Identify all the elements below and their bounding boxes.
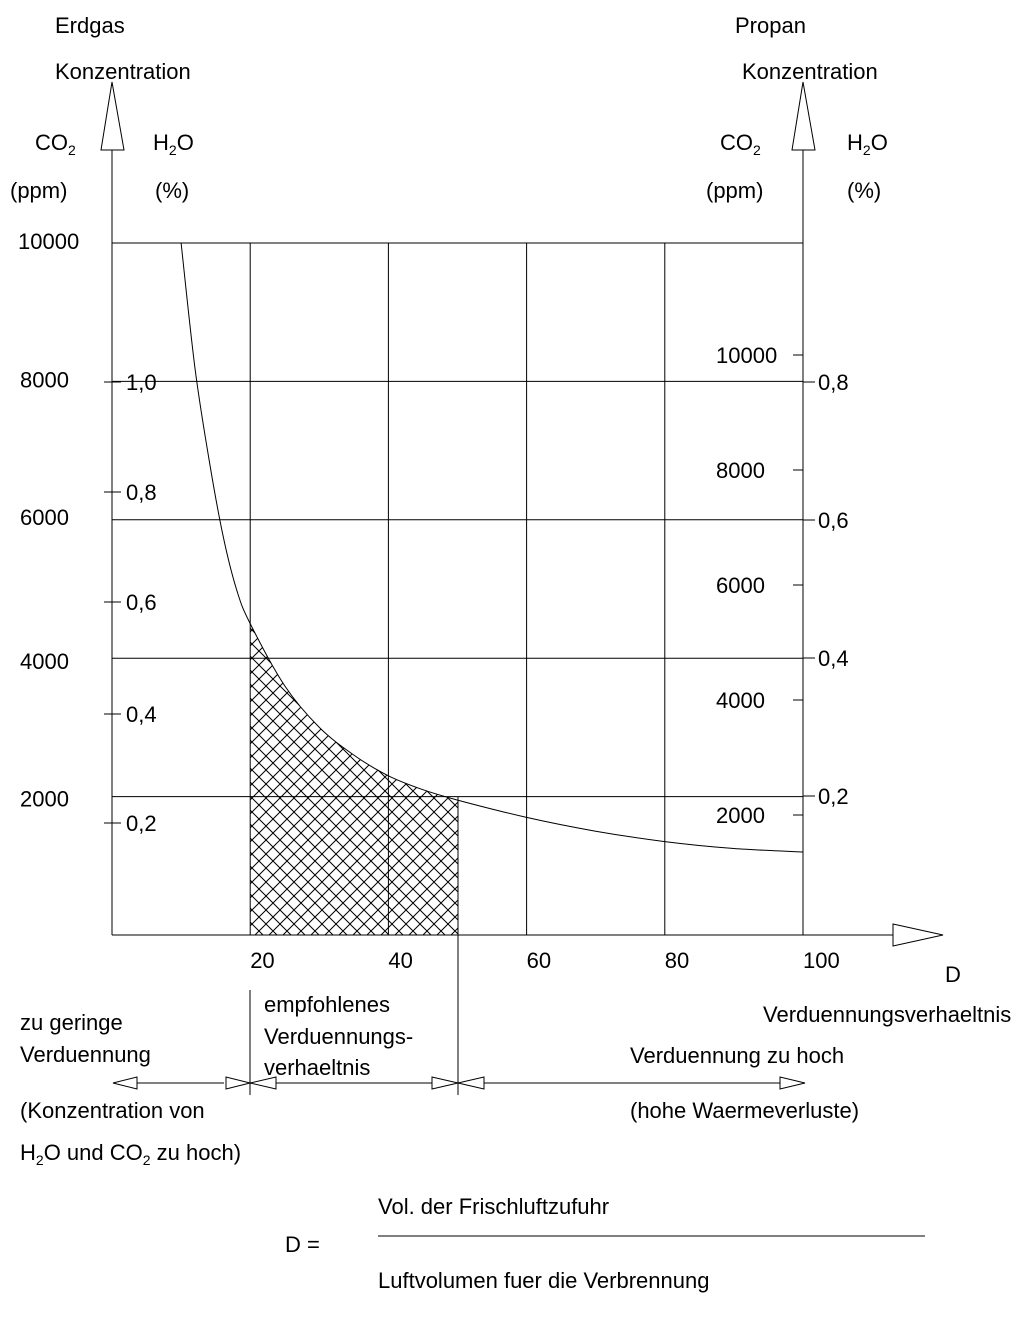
right-co2-tick-8000: 8000 bbox=[716, 458, 765, 483]
right-h2o-subscript: 2 bbox=[863, 142, 871, 158]
x-axis-label: Verduennungsverhaeltnis bbox=[763, 1002, 1011, 1027]
arrow-high-right-head bbox=[779, 1076, 806, 1090]
left-h2o-tick-0,6: 0,6 bbox=[126, 590, 157, 615]
zone-low-note-sub2: 2 bbox=[143, 1152, 151, 1168]
left-h2o-text-a: H bbox=[153, 130, 169, 155]
zone-low-title-1: zu geringe bbox=[20, 1010, 123, 1035]
x-tick-100: 100 bbox=[803, 948, 840, 973]
left-title-line1: Erdgas bbox=[55, 13, 125, 38]
right-co2-subscript: 2 bbox=[753, 142, 761, 158]
right-h2o-unit: (%) bbox=[847, 178, 881, 203]
recommended-region-hatch bbox=[250, 623, 458, 935]
zone-rec-title-2: Verduennungs- bbox=[264, 1024, 413, 1049]
chart-grid bbox=[112, 242, 803, 935]
right-h2o-text-b: O bbox=[871, 130, 888, 155]
left-title-line2: Konzentration bbox=[55, 59, 191, 84]
left-h2o-tick-0,2: 0,2 bbox=[126, 811, 157, 836]
zone-rec-title-1: empfohlenes bbox=[264, 992, 390, 1017]
right-co2-tick-2000: 2000 bbox=[716, 803, 765, 828]
x-axis-arrowhead bbox=[892, 923, 944, 947]
left-h2o-label: H2O bbox=[153, 130, 194, 158]
left-h2o-unit: (%) bbox=[155, 178, 189, 203]
left-co2-tick-6000: 6000 bbox=[20, 505, 69, 530]
zone-low-title-2: Verduennung bbox=[20, 1042, 151, 1067]
x-tick-40: 40 bbox=[388, 948, 412, 973]
x-tick-20: 20 bbox=[250, 948, 274, 973]
right-h2o-label: H2O bbox=[847, 130, 888, 158]
right-co2-tick-10000: 10000 bbox=[716, 343, 777, 368]
x-axis-symbol: D bbox=[945, 962, 961, 987]
left-co2-label: CO2 bbox=[35, 130, 76, 158]
right-co2-text: CO bbox=[720, 130, 753, 155]
zone-low-note-mid: O und CO bbox=[44, 1140, 143, 1165]
dilution-curve bbox=[180, 242, 804, 853]
right-title-line2: Konzentration bbox=[742, 59, 878, 84]
right-h2o-tick-0,6: 0,6 bbox=[818, 508, 849, 533]
right-h2o-tick-labels: 0,8 0,6 0,4 0,2 bbox=[803, 370, 849, 809]
left-axis-arrowhead bbox=[100, 81, 125, 151]
zone-low-note-h: H bbox=[20, 1140, 36, 1165]
axes bbox=[100, 81, 944, 947]
right-h2o-tick-0,4: 0,4 bbox=[818, 646, 849, 671]
formula-lhs: D = bbox=[285, 1232, 320, 1257]
left-co2-text: CO bbox=[35, 130, 68, 155]
left-co2-tick-labels: 10000 8000 6000 4000 2000 bbox=[18, 229, 79, 812]
left-co2-tick-10000: 10000 bbox=[18, 229, 79, 254]
left-h2o-subscript: 2 bbox=[169, 142, 177, 158]
zone-low-note-1: (Konzentration von bbox=[20, 1098, 205, 1123]
zone-arrows bbox=[112, 1076, 806, 1090]
right-h2o-tick-0,2: 0,2 bbox=[818, 784, 849, 809]
left-h2o-tick-1,0: 1,0 bbox=[126, 370, 157, 395]
right-co2-tick-labels: 10000 8000 6000 4000 2000 bbox=[716, 343, 803, 828]
right-title-line1: Propan bbox=[735, 13, 806, 38]
arrow-high-left-head bbox=[457, 1076, 485, 1090]
left-co2-tick-2000: 2000 bbox=[20, 787, 69, 812]
left-co2-unit: (ppm) bbox=[10, 178, 67, 203]
x-tick-labels: 20 40 60 80 100 bbox=[250, 948, 840, 973]
arrow-low-right-head bbox=[225, 1076, 251, 1090]
left-co2-tick-8000: 8000 bbox=[20, 367, 69, 392]
right-co2-unit: (ppm) bbox=[706, 178, 763, 203]
left-h2o-text-b: O bbox=[177, 130, 194, 155]
right-axis-arrowhead bbox=[791, 81, 816, 151]
right-co2-tick-6000: 6000 bbox=[716, 573, 765, 598]
zone-high-title: Verduennung zu hoch bbox=[630, 1043, 844, 1068]
zone-rec-title-3: verhaeltnis bbox=[264, 1055, 370, 1080]
x-tick-60: 60 bbox=[527, 948, 551, 973]
left-h2o-tick-0,4: 0,4 bbox=[126, 702, 157, 727]
arrow-rec-left-head bbox=[249, 1076, 277, 1090]
x-tick-80: 80 bbox=[665, 948, 689, 973]
zone-high-note: (hohe Waermeverluste) bbox=[630, 1098, 859, 1123]
right-h2o-tick-0,8: 0,8 bbox=[818, 370, 849, 395]
left-co2-tick-4000: 4000 bbox=[20, 649, 69, 674]
left-h2o-tick-labels: 1,0 0,8 0,6 0,4 0,2 bbox=[104, 370, 157, 836]
arrow-low-left-head bbox=[112, 1076, 138, 1090]
formula-numerator: Vol. der Frischluftzufuhr bbox=[378, 1194, 609, 1219]
formula-denominator: Luftvolumen fuer die Verbrennung bbox=[378, 1268, 709, 1293]
right-co2-label: CO2 bbox=[720, 130, 761, 158]
zone-low-note-end: zu hoch) bbox=[151, 1140, 242, 1165]
arrow-rec-right-head bbox=[431, 1076, 459, 1090]
left-co2-subscript: 2 bbox=[68, 142, 76, 158]
left-h2o-tick-0,8: 0,8 bbox=[126, 480, 157, 505]
right-h2o-text-a: H bbox=[847, 130, 863, 155]
zone-low-note-sub1: 2 bbox=[36, 1152, 44, 1168]
right-co2-tick-4000: 4000 bbox=[716, 688, 765, 713]
zone-low-note-2: H2O und CO2 zu hoch) bbox=[20, 1140, 241, 1168]
